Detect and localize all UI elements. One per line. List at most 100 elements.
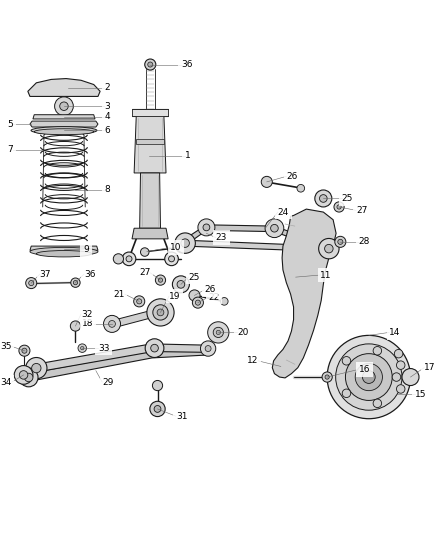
Text: 15: 15 [415, 390, 426, 399]
Circle shape [319, 195, 327, 203]
Circle shape [394, 350, 403, 358]
Circle shape [373, 346, 381, 355]
Circle shape [346, 354, 392, 400]
Circle shape [325, 375, 329, 379]
Circle shape [78, 344, 86, 352]
Polygon shape [30, 246, 98, 251]
Polygon shape [183, 240, 329, 252]
Text: 24: 24 [278, 207, 289, 216]
Text: 5: 5 [7, 119, 13, 128]
Text: 23: 23 [216, 233, 227, 242]
Circle shape [338, 239, 343, 245]
Circle shape [355, 364, 382, 391]
Text: 16: 16 [359, 365, 370, 374]
Circle shape [176, 242, 187, 253]
Circle shape [392, 373, 401, 381]
Circle shape [297, 184, 304, 192]
Circle shape [151, 344, 159, 352]
Circle shape [363, 370, 375, 383]
Text: 27: 27 [356, 206, 367, 215]
Circle shape [322, 372, 332, 382]
Circle shape [396, 385, 405, 393]
Circle shape [271, 224, 278, 232]
Polygon shape [35, 344, 210, 372]
Circle shape [14, 366, 33, 384]
Circle shape [165, 252, 178, 265]
Text: 17: 17 [424, 363, 436, 372]
Circle shape [189, 290, 200, 301]
Circle shape [181, 239, 189, 247]
Circle shape [373, 399, 381, 408]
Circle shape [71, 278, 80, 287]
Polygon shape [111, 310, 160, 327]
Text: 7: 7 [7, 145, 13, 154]
Circle shape [103, 316, 120, 333]
Circle shape [25, 373, 33, 382]
Text: 37: 37 [40, 270, 51, 279]
Polygon shape [136, 139, 164, 144]
Ellipse shape [34, 129, 94, 135]
Circle shape [28, 280, 34, 286]
Polygon shape [28, 348, 209, 381]
Ellipse shape [31, 127, 97, 134]
Text: 29: 29 [102, 378, 113, 386]
Text: 1: 1 [185, 151, 191, 160]
Circle shape [137, 299, 142, 304]
Text: 36: 36 [84, 270, 95, 279]
Text: 10: 10 [170, 243, 182, 252]
Circle shape [195, 300, 201, 305]
Polygon shape [183, 225, 329, 252]
Circle shape [71, 321, 81, 331]
Circle shape [154, 406, 161, 413]
Circle shape [60, 102, 68, 110]
Circle shape [26, 278, 37, 288]
Circle shape [147, 299, 174, 326]
Polygon shape [30, 121, 98, 127]
Text: 33: 33 [98, 344, 110, 353]
Circle shape [19, 370, 28, 379]
Text: 18: 18 [82, 319, 94, 328]
Circle shape [159, 278, 162, 282]
Circle shape [22, 348, 27, 353]
Circle shape [109, 320, 116, 327]
Circle shape [26, 358, 47, 379]
Circle shape [126, 256, 132, 262]
Ellipse shape [36, 251, 92, 257]
Circle shape [192, 297, 203, 308]
Circle shape [334, 202, 344, 212]
Text: 19: 19 [169, 292, 180, 301]
Circle shape [32, 364, 41, 373]
Circle shape [198, 219, 215, 236]
Text: 31: 31 [176, 411, 187, 421]
Text: 9: 9 [83, 245, 89, 254]
Circle shape [205, 345, 211, 352]
Text: 20: 20 [237, 328, 248, 337]
Text: 35: 35 [0, 342, 12, 351]
Circle shape [201, 341, 216, 356]
Ellipse shape [30, 247, 98, 256]
Circle shape [315, 190, 332, 207]
Circle shape [157, 309, 164, 316]
Polygon shape [132, 109, 168, 116]
Circle shape [113, 254, 124, 264]
Text: 6: 6 [104, 126, 110, 135]
Circle shape [265, 219, 284, 238]
Circle shape [173, 276, 189, 293]
Circle shape [141, 248, 149, 256]
Text: 26: 26 [204, 285, 215, 294]
Text: 26: 26 [286, 172, 298, 181]
Circle shape [203, 224, 210, 231]
Circle shape [327, 335, 410, 419]
Circle shape [342, 357, 351, 365]
Circle shape [169, 256, 174, 262]
Text: 34: 34 [0, 378, 12, 386]
Polygon shape [272, 209, 336, 378]
Text: 14: 14 [389, 328, 401, 337]
Circle shape [402, 368, 419, 385]
Text: 4: 4 [104, 112, 110, 122]
Circle shape [73, 280, 78, 285]
Circle shape [145, 339, 164, 358]
Circle shape [155, 275, 166, 285]
Circle shape [337, 205, 341, 209]
Circle shape [261, 176, 272, 188]
